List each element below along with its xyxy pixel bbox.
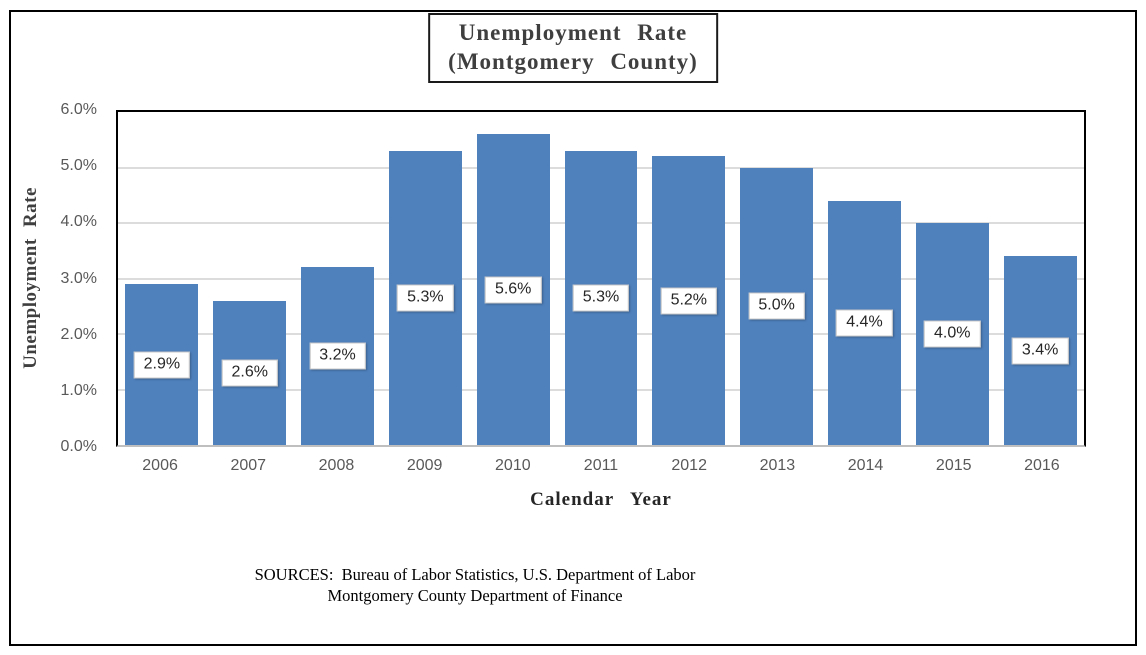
bar-2015: 4.0%: [915, 223, 989, 445]
bar-2008: 3.2%: [301, 267, 374, 445]
bar-data-label: 5.6%: [484, 276, 542, 304]
y-tick-label: 3.0%: [60, 269, 97, 287]
x-tick-label-2006: 2006: [142, 457, 178, 474]
bar-data-label: 5.0%: [748, 292, 805, 320]
x-tick-label-2016: 2016: [1024, 457, 1060, 474]
x-tick-label-2013: 2013: [759, 457, 796, 474]
y-axis-tick-labels: 0.0% 1.0% 2.0% 3.0% 4.0% 5.0% 6.0%: [0, 101, 97, 455]
bar-data-label: 4.4%: [836, 309, 893, 337]
sources-note: SOURCES: Bureau of Labor Statistics, U.S…: [0, 564, 950, 606]
x-tick-label-2012: 2012: [671, 457, 707, 474]
chart-title-box: Unemployment Rate (Montgomery County): [428, 13, 718, 83]
bar-2009: 5.3%: [388, 150, 462, 445]
y-axis-title: Unemployment Rate: [20, 187, 41, 369]
x-tick-label-2009: 2009: [406, 457, 443, 474]
x-tick-label-2014: 2014: [847, 457, 884, 474]
bar-data-label: 5.2%: [660, 287, 718, 315]
x-tick-label-2007: 2007: [230, 457, 267, 474]
x-axis-title: Calendar Year: [530, 489, 672, 510]
x-tick-label-2008: 2008: [318, 457, 355, 474]
y-tick-label: 5.0%: [60, 157, 97, 175]
bar-data-label: 2.9%: [133, 351, 191, 379]
y-tick-label: 0.0%: [60, 438, 97, 455]
bar-2013: 5.0%: [740, 167, 814, 445]
bar-2011: 5.3%: [564, 150, 638, 445]
bar-data-label: 5.3%: [397, 284, 454, 312]
bar-2007: 2.6%: [213, 300, 287, 445]
bar-data-label: 2.6%: [221, 359, 278, 387]
bar-data-label: 3.4%: [1011, 337, 1069, 365]
sources-line2: Montgomery County Department of Finance: [327, 586, 623, 605]
y-tick-label: 1.0%: [60, 381, 97, 399]
x-axis-tick-labels: 2006 2007 2008 2009 2010 2011 2012 2013 2014 2015…: [116, 457, 1086, 481]
bar-2014: 4.4%: [828, 200, 901, 445]
bar-data-label: 5.3%: [572, 284, 630, 312]
y-tick-label: 6.0%: [60, 101, 97, 118]
x-tick-label-2015: 2015: [935, 457, 972, 474]
x-tick-label-2011: 2011: [583, 457, 619, 474]
y-tick-label: 4.0%: [60, 213, 97, 231]
chart-title-line2: (Montgomery County): [448, 49, 698, 74]
bar-2006: 2.9%: [125, 284, 199, 445]
bar-2012: 5.2%: [652, 156, 726, 445]
bar-2016: 3.4%: [1003, 256, 1077, 445]
x-tick-label-2010: 2010: [495, 457, 531, 474]
plot-area: 2.9% 2.6% 3.2% 5.3% 5.6% 5.3% 5.2% 5.0% 4.4% 4.0%…: [116, 110, 1086, 447]
y-tick-label: 2.0%: [60, 325, 97, 343]
bar-2010: 5.6%: [476, 134, 550, 445]
chart-title-line1: Unemployment Rate: [458, 20, 688, 45]
bar-data-label: 3.2%: [309, 342, 366, 370]
sources-line1: SOURCES: Bureau of Labor Statistics, U.S…: [254, 565, 696, 584]
bar-data-label: 4.0%: [924, 320, 981, 348]
